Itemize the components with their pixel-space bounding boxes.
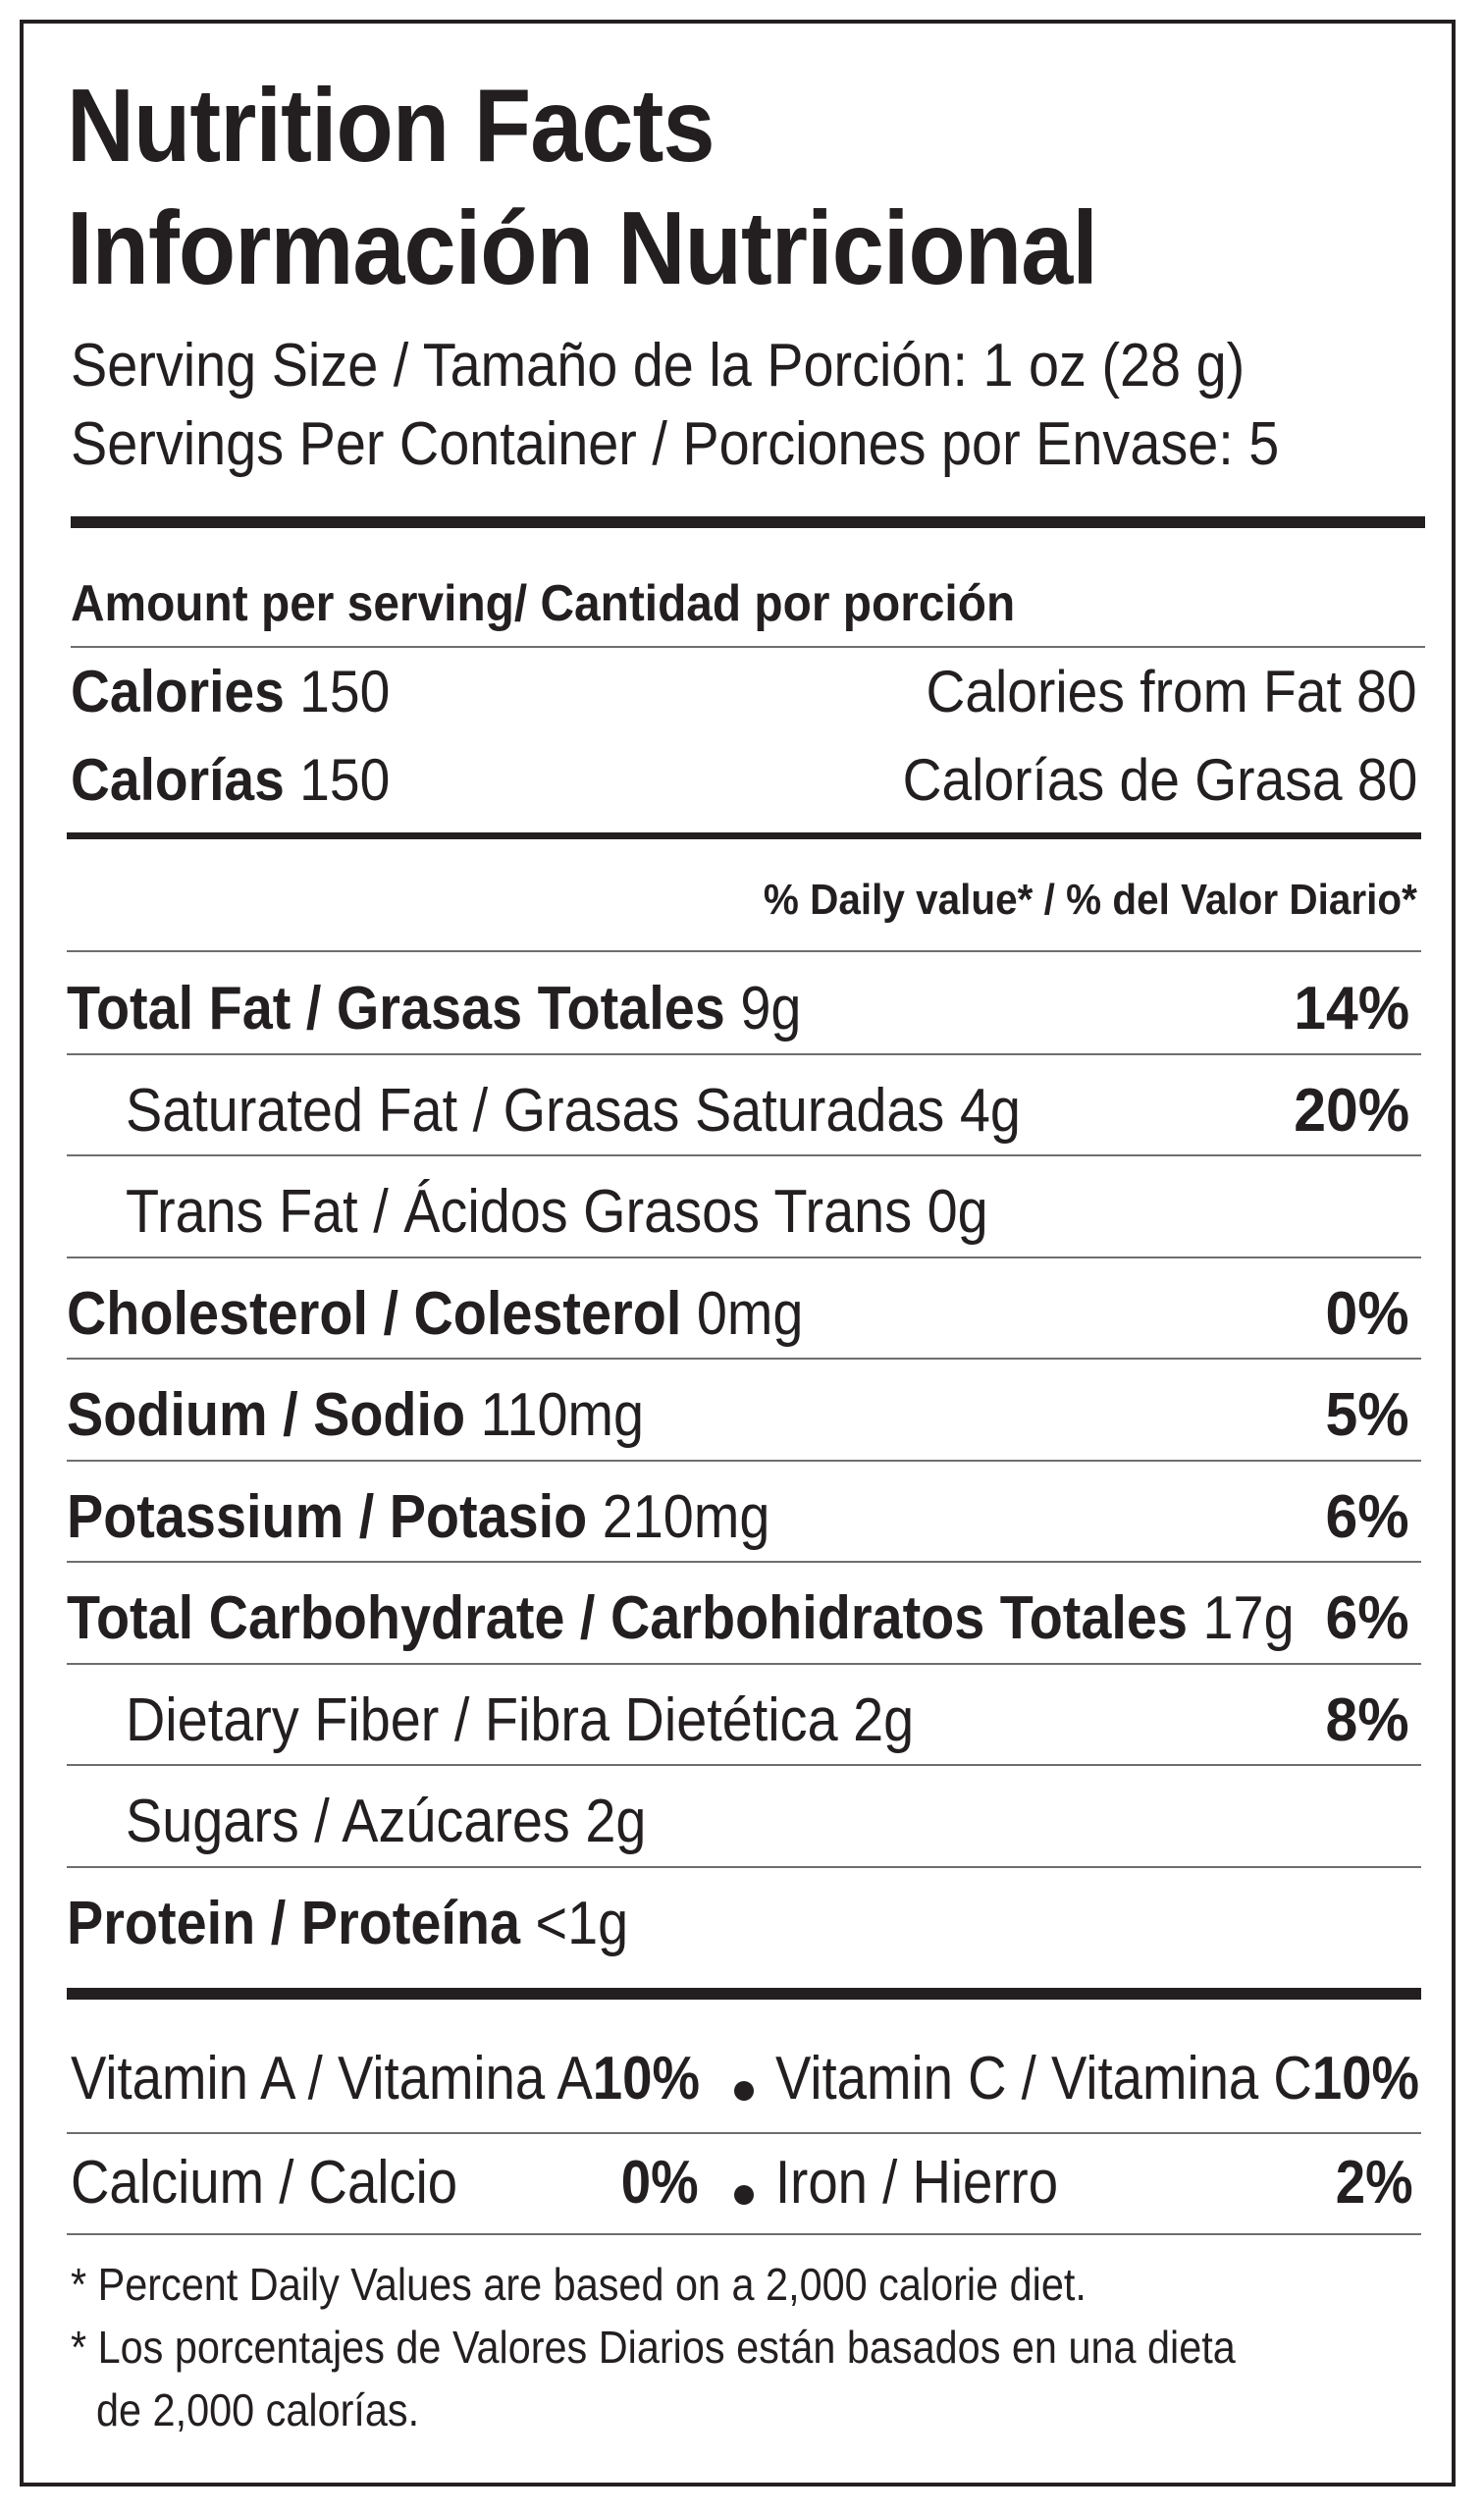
divider — [67, 950, 1421, 952]
nutrient-label: Dietary Fiber / Fibra Dietética 2g — [126, 1685, 914, 1755]
nutrient-row: Trans Fat / Ácidos Grasos Trans 0g — [67, 1157, 1417, 1258]
nutrient-amount: 9g — [724, 975, 802, 1043]
nutrient-label: Protein / Proteína <1g — [67, 1889, 628, 1958]
nutrient-name: Total Carbohydrate / Carbohidratos Total… — [67, 1584, 1189, 1652]
divider — [67, 1662, 1421, 1665]
vitamin-a-label: Vitamin A / Vitamina A — [71, 2045, 593, 2112]
divider — [67, 1459, 1421, 1462]
nutrient-row: Total Carbohydrate / Carbohidratos Total… — [67, 1564, 1417, 1665]
daily-value-header: % Daily value* / % del Valor Diario* — [764, 876, 1417, 924]
thick-rule-1 — [71, 516, 1425, 528]
nutrient-row: Protein / Proteína <1g — [67, 1869, 1417, 1970]
nutrient-daily-value: 6% — [1325, 1482, 1409, 1551]
nutrient-row: Potassium / Potasio 210mg 6% — [67, 1463, 1417, 1564]
title-es: Información Nutricional — [67, 190, 1098, 306]
calories-en: Calories 150 — [71, 658, 390, 725]
serving-size: Serving Size / Tamaño de la Porción: 1 o… — [71, 332, 1246, 400]
vitamin-c-label: Vitamin C / Vitamina C — [775, 2045, 1312, 2112]
iron-label: Iron / Hierro — [775, 2149, 1059, 2217]
nutrient-amount: 17g — [1188, 1584, 1295, 1652]
divider — [67, 1256, 1421, 1258]
divider — [67, 1154, 1421, 1156]
calories-label: Calories — [71, 659, 285, 724]
nutrient-amount: 210mg — [587, 1482, 770, 1551]
divider — [71, 646, 1425, 648]
servings-per-container: Servings Per Container / Porciones por E… — [71, 410, 1280, 478]
bullet-icon — [734, 2081, 754, 2101]
divider — [67, 1358, 1421, 1360]
nutrient-daily-value: 14% — [1294, 975, 1409, 1043]
nutrient-name: Dietary Fiber / Fibra Dietética 2g — [126, 1685, 915, 1754]
nutrient-label: Trans Fat / Ácidos Grasos Trans 0g — [126, 1177, 988, 1247]
thick-rule-2 — [67, 1988, 1421, 2000]
vitamin-c-dv: 10% — [1311, 2045, 1420, 2112]
medium-rule — [67, 832, 1421, 839]
calorias-es: Calorías 150 — [71, 746, 390, 814]
divider — [67, 1561, 1421, 1563]
nutrient-name: Sugars / Azúcares 2g — [126, 1788, 647, 1855]
footnote-en: * Percent Daily Values are based on a 2,… — [71, 2259, 1086, 2310]
nutrient-name: Sodium / Sodio — [67, 1381, 466, 1449]
nutrient-name: Cholesterol / Colesterol — [67, 1279, 682, 1348]
nutrient-row: Saturated Fat / Grasas Saturadas 4g 20% — [67, 1056, 1417, 1157]
nutrient-label: Potassium / Potasio 210mg — [67, 1482, 769, 1552]
calorias-value: 150 — [284, 747, 391, 813]
divider — [67, 1865, 1421, 1868]
vitamin-c: Vitamin C / Vitamina C10% — [775, 2044, 1419, 2113]
nutrient-name: Total Fat / Grasas Totales — [67, 975, 725, 1043]
nutrient-daily-value: 8% — [1325, 1685, 1409, 1754]
amount-per-serving: Amount per serving/ Cantidad por porción — [71, 575, 1016, 632]
nutrient-label: Cholesterol / Colesterol 0mg — [67, 1279, 803, 1349]
title-en: Nutrition Facts — [67, 68, 716, 184]
calorias-label: Calorías — [71, 747, 285, 813]
nutrient-name: Protein / Proteína — [67, 1889, 520, 1957]
footnote-es-line2: de 2,000 calorías. — [96, 2384, 420, 2435]
nutrient-name: Trans Fat / Ácidos Grasos Trans 0g — [126, 1178, 988, 1246]
nutrient-amount: <1g — [519, 1889, 629, 1957]
vitamin-a-dv: 10% — [592, 2045, 700, 2112]
divider — [67, 2233, 1421, 2235]
calories-value: 150 — [284, 659, 391, 724]
divider — [67, 1052, 1421, 1055]
nutrient-daily-value: 0% — [1325, 1279, 1409, 1348]
nutrient-daily-value: 5% — [1325, 1381, 1409, 1449]
nutrient-name: Saturated Fat / Grasas Saturadas 4g — [126, 1076, 1021, 1145]
label-frame — [20, 20, 1456, 2486]
nutrient-row: Total Fat / Grasas Totales 9g 14% — [67, 954, 1417, 1055]
nutrient-daily-value: 20% — [1294, 1076, 1409, 1145]
calories-from-fat: Calories from Fat 80 — [926, 659, 1417, 724]
calcium-label: Calcium / Calcio — [71, 2149, 458, 2217]
nutrient-label: Sodium / Sodio 110mg — [67, 1380, 644, 1450]
bullet-icon — [734, 2185, 754, 2205]
vitamin-a: Vitamin A / Vitamina A10% — [71, 2044, 700, 2113]
nutrient-row: Dietary Fiber / Fibra Dietética 2g 8% — [67, 1666, 1417, 1767]
nutrient-label: Saturated Fat / Grasas Saturadas 4g — [126, 1076, 1021, 1146]
calorias-de-grasa: Calorías de Grasa 80 — [902, 747, 1417, 813]
nutrient-daily-value: 6% — [1325, 1584, 1409, 1652]
nutrient-label: Sugars / Azúcares 2g — [126, 1787, 646, 1856]
nutrient-row: Cholesterol / Colesterol 0mg 0% — [67, 1259, 1417, 1361]
nutrient-row: Sugars / Azúcares 2g — [67, 1767, 1417, 1868]
divider — [67, 2132, 1421, 2134]
nutrient-amount: 110mg — [465, 1381, 645, 1449]
iron-dv: 2% — [1336, 2149, 1413, 2217]
divider — [67, 1764, 1421, 1766]
nutrient-label: Total Fat / Grasas Totales 9g — [67, 974, 801, 1043]
footnote-es-line1: * Los porcentajes de Valores Diarios est… — [71, 2322, 1236, 2373]
nutrient-amount: 0mg — [681, 1279, 804, 1348]
nutrient-label: Total Carbohydrate / Carbohidratos Total… — [67, 1583, 1295, 1653]
nutrient-name: Potassium / Potasio — [67, 1482, 588, 1551]
nutrient-row: Sodium / Sodio 110mg 5% — [67, 1361, 1417, 1462]
calcium-dv: 0% — [621, 2149, 699, 2217]
